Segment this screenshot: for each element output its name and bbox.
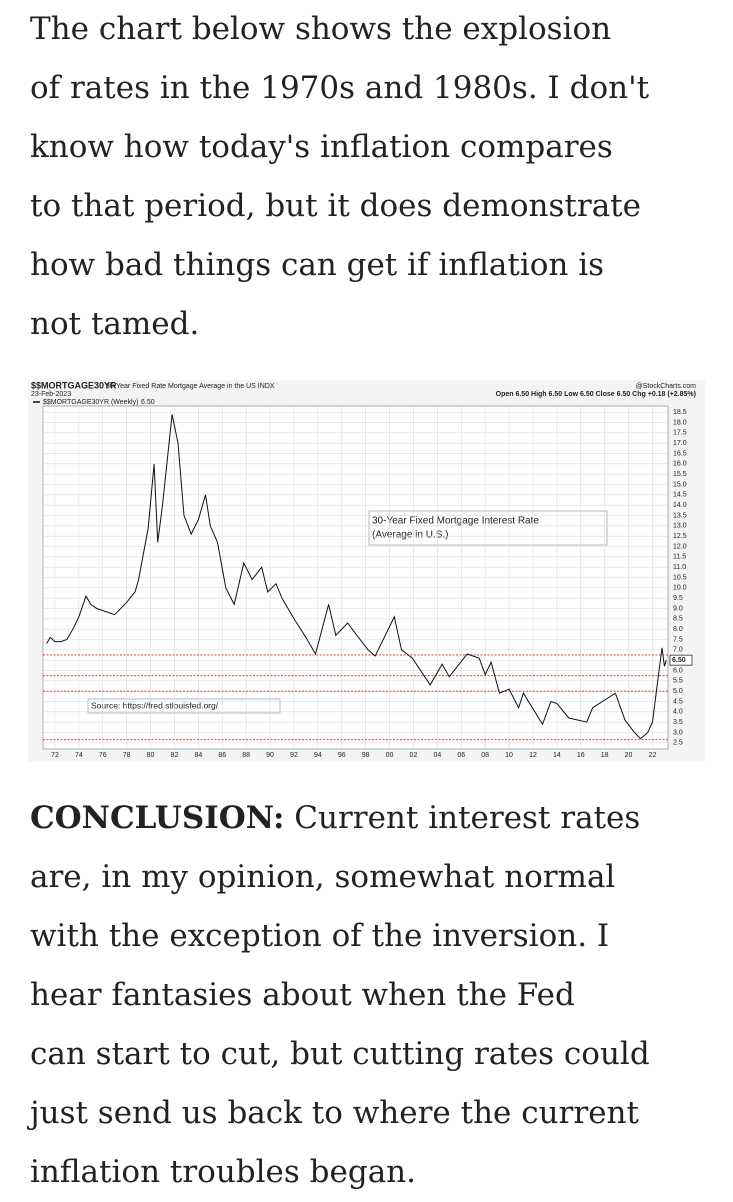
x-tick-label: 96	[338, 752, 346, 759]
intro-paragraph: The chart below shows the explosion of ra…	[30, 0, 730, 354]
text: hear fantasies about when the Fed	[30, 977, 575, 1013]
y-tick-label: 18.0	[673, 419, 687, 426]
y-tick-label: 11.5	[673, 554, 686, 561]
y-tick-label: 17.5	[673, 430, 687, 437]
x-tick-label: 10	[505, 752, 513, 759]
text-line: inflation troubles began.	[30, 1143, 730, 1202]
y-tick-label: 2.5	[673, 740, 683, 747]
x-tick-label: 04	[433, 752, 441, 759]
x-tick-label: 16	[577, 752, 585, 759]
text-line: with the exception of the inversion. I	[30, 907, 730, 966]
x-tick-label: 00	[386, 752, 394, 759]
legend-label: $$MORTGAGE30YR (Weekly)	[43, 399, 138, 406]
annotation: 30-Year Fixed Mortgage Interest Rate	[372, 516, 539, 527]
y-tick-label: 15.5	[673, 471, 687, 478]
chart-subtitle: 30-Year Fixed Rate Mortgage Average in t…	[106, 383, 275, 390]
last-value-label: 6.50	[672, 657, 686, 664]
chart-title: $$MORTGAGE30YR	[31, 380, 117, 390]
x-tick-label: 20	[625, 752, 633, 759]
y-tick-label: 9.5	[673, 595, 683, 602]
x-tick-label: 06	[457, 752, 465, 759]
source: Source: https://fred.stlouisfed.org/	[91, 700, 219, 710]
source-box	[87, 698, 281, 714]
y-tick-label: 17.0	[673, 440, 687, 447]
y-tick-label: 14.5	[673, 492, 687, 499]
y-tick-label: 10.5	[673, 574, 687, 581]
y-tick-label: 13.5	[673, 512, 687, 519]
x-tick-label: 98	[362, 752, 370, 759]
last-value-box	[669, 654, 693, 666]
text-line: how bad things can get if inflation is	[30, 247, 605, 283]
x-tick-label: 82	[171, 752, 179, 759]
text: just send us back to where the current	[30, 1095, 639, 1131]
legend-value: 6.50	[141, 399, 155, 406]
chart-date: 23-Feb-2023	[31, 391, 71, 398]
annotation-box	[368, 510, 608, 546]
data-line	[46, 414, 667, 740]
x-tick-label: 18	[601, 752, 609, 759]
text-line: not tamed.	[30, 306, 200, 342]
chart-credit: @StockCharts.com	[636, 383, 697, 390]
text-line: can start to cut, but cutting rates coul…	[30, 1025, 730, 1084]
quote: Open 6.50 High 6.50 Low 6.50 Close 6.50 …	[496, 391, 696, 398]
text: inflation troubles began.	[30, 1154, 417, 1190]
text-line: hear fantasies about when the Fed	[30, 966, 730, 1025]
chart: $$MORTGAGE30YR 30-Year Fixed Rate Mortga…	[28, 380, 705, 762]
y-tick-label: 13.0	[673, 523, 687, 530]
x-tick-label: 72	[51, 752, 59, 759]
x-tick-label: 94	[314, 752, 322, 759]
x-tick-label: 74	[75, 752, 83, 759]
chart-layer: 2.53.03.54.04.55.05.56.06.57.07.58.08.59…	[43, 406, 693, 759]
x-tick-label: 84	[194, 752, 202, 759]
y-tick-label: 11.0	[673, 564, 686, 571]
y-tick-label: 12.0	[673, 543, 687, 550]
y-tick-label: 7.5	[673, 636, 683, 643]
text-line: of rates in the 1970s and 1980s. I don't	[30, 70, 650, 106]
y-tick-label: 12.5	[673, 533, 687, 540]
y-tick-label: 8.5	[673, 616, 683, 623]
lead: CONCLUSION:	[30, 800, 285, 836]
x-tick-label: 14	[553, 752, 561, 759]
y-tick-label: 10.0	[673, 585, 687, 592]
x-tick-label: 92	[290, 752, 298, 759]
y-tick-label: 18.5	[673, 409, 687, 416]
text: with the exception of the inversion. I	[30, 918, 610, 954]
x-tick-label: 22	[649, 752, 657, 759]
text-line: The chart below shows the explosion	[30, 11, 612, 47]
y-tick-label: 14.0	[673, 502, 687, 509]
y-tick-label: 7.0	[673, 647, 683, 654]
text-line: to that period, but it does demonstrate	[30, 188, 641, 224]
x-tick-label: 78	[123, 752, 131, 759]
y-tick-label: 16.5	[673, 450, 687, 457]
y-tick-label: 4.5	[673, 698, 683, 705]
y-tick-label: 8.0	[673, 626, 683, 633]
y-tick-label: 3.5	[673, 719, 683, 726]
x-tick-label: 08	[481, 752, 489, 759]
y-tick-label: 5.0	[673, 688, 683, 695]
y-tick-label: 9.0	[673, 605, 683, 612]
annotation: (Average in U.S.)	[372, 530, 449, 541]
text: can start to cut, but cutting rates coul…	[30, 1036, 650, 1072]
y-tick-label: 4.0	[673, 709, 683, 716]
x-tick-label: 90	[266, 752, 274, 759]
x-tick-label: 12	[529, 752, 537, 759]
text: are, in my opinion, somewhat normal	[30, 859, 616, 895]
y-tick-label: 3.0	[673, 729, 683, 736]
text-line: just send us back to where the current	[30, 1084, 730, 1143]
y-tick-label: 15.0	[673, 481, 687, 488]
text-line: CONCLUSION: Current interest rates	[30, 789, 730, 848]
y-tick-label: 5.5	[673, 678, 683, 685]
x-tick-label: 88	[242, 752, 250, 759]
x-tick-label: 02	[410, 752, 418, 759]
text: Current interest rates	[284, 800, 641, 836]
conclusion-paragraph: CONCLUSION: Current interest rates are, i…	[30, 789, 730, 1202]
y-tick-label: 6.0	[673, 667, 683, 674]
x-tick-label: 80	[147, 752, 155, 759]
y-tick-label: 16.0	[673, 461, 687, 468]
text-line: know how today's inflation compares	[30, 129, 613, 165]
x-tick-label: 76	[99, 752, 107, 759]
text-line: are, in my opinion, somewhat normal	[30, 848, 730, 907]
x-tick-label: 86	[218, 752, 226, 759]
